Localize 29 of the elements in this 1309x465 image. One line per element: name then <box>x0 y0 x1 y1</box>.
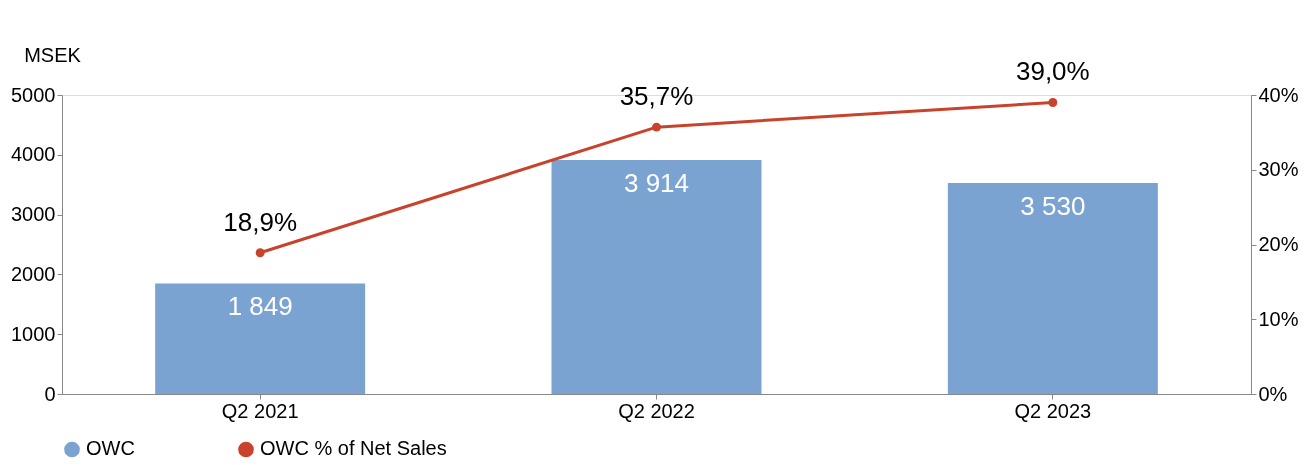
y2-tick-label: 30% <box>1258 158 1299 181</box>
y2-tick-label: 10% <box>1258 307 1299 330</box>
bar <box>155 283 366 394</box>
data-label: 3 530 <box>1020 190 1086 221</box>
y-axis-title: MSEK <box>24 43 82 66</box>
y-tick-label: 1000 <box>11 322 56 345</box>
data-label: 35,7% <box>619 81 694 112</box>
x-tick-label: Q2 2023 <box>1014 399 1092 422</box>
y-tick-label: 0 <box>44 382 56 405</box>
y2-tick-label: 0% <box>1258 382 1288 405</box>
data-label: 39,0% <box>1015 56 1090 87</box>
x-tick-label: Q2 2021 <box>221 399 299 422</box>
y2-tick-label: 40% <box>1258 83 1299 106</box>
legend-label: OWC <box>86 437 135 460</box>
y2-tick-label: 20% <box>1258 233 1299 255</box>
y-tick-label: 2000 <box>11 262 56 285</box>
bar <box>551 159 762 394</box>
data-label: 18,9% <box>223 206 298 237</box>
y-tick-label: 3000 <box>11 203 56 226</box>
point <box>255 248 265 258</box>
y-tick-label: 4000 <box>11 143 56 166</box>
legend-label: OWC % of Net Sales <box>260 437 447 460</box>
y-tick-label: 5000 <box>11 83 56 106</box>
data-label: 1 849 <box>227 291 293 322</box>
point <box>1048 98 1058 107</box>
x-tick-label: Q2 2022 <box>618 399 695 422</box>
bar <box>947 182 1158 394</box>
data-label: 3 914 <box>623 167 690 198</box>
point <box>652 122 661 132</box>
